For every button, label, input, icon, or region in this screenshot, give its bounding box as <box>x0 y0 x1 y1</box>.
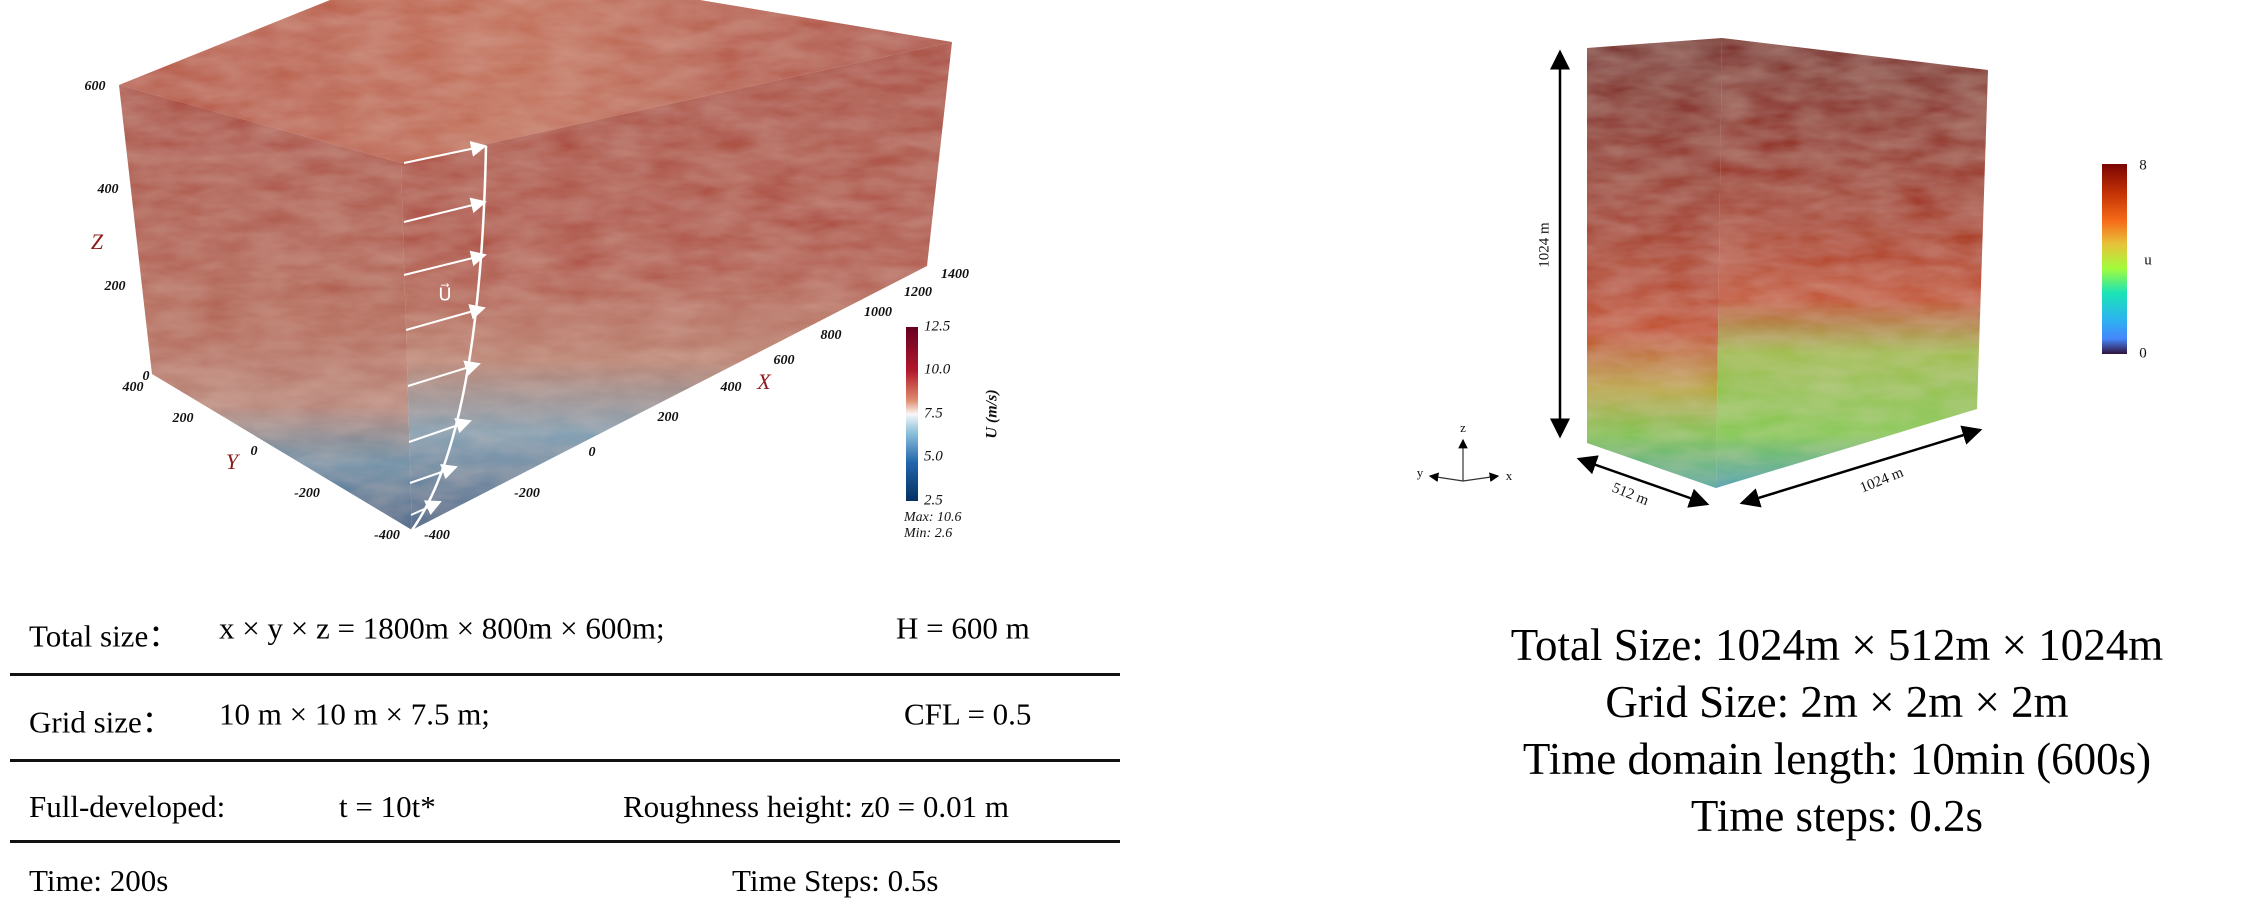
velocity-vector-label: U⃗ <box>438 284 452 305</box>
x-tick: 200 <box>657 410 679 425</box>
profile-arrow <box>408 417 472 443</box>
colorbar-title: U (m/s) <box>983 389 1001 439</box>
colorbar-min: Min: 2.6 <box>904 526 953 541</box>
colorbar-tick: 5.0 <box>924 448 943 465</box>
length-arrow <box>1739 425 1983 508</box>
profile-arrow <box>405 304 486 331</box>
velocity-profile <box>403 141 488 531</box>
les-domain-box <box>119 0 952 530</box>
box-top-face <box>119 0 952 163</box>
triad-y-label: y <box>1416 465 1424 480</box>
table-row: Full-developed: t = 10t* Roughness heigh… <box>29 789 1119 825</box>
height-label: 1024 m <box>1536 222 1553 268</box>
time-steps-line: Time steps: 0.2s <box>1690 791 1984 841</box>
left-colorbar <box>906 327 918 501</box>
x-tick: -400 <box>424 528 450 543</box>
time-domain-line: Time domain length: 10min (600s) <box>1522 734 2152 784</box>
profile-arrow <box>403 250 487 276</box>
x-tick: 0 <box>588 445 596 460</box>
profile-arrow <box>407 360 481 387</box>
x-tick: -200 <box>514 486 540 501</box>
row-right-value: Time Steps: 0.5s <box>732 863 939 898</box>
table-row: Grid size： 10 m × 10 m × 7.5 m; CFL = 0.… <box>29 697 1119 742</box>
colorbar-tick: 7.5 <box>924 405 943 422</box>
row-right-value: CFL = 0.5 <box>904 696 1032 732</box>
x-tick: 400 <box>720 380 742 395</box>
row-label: Time: 200s <box>29 863 169 898</box>
total-size-line: Total Size: 1024m × 512m × 1024m <box>1510 620 2164 670</box>
x-tick: 1200 <box>904 285 932 300</box>
right-colorbar <box>2102 164 2127 354</box>
x-axis-label: X <box>757 369 771 394</box>
divider <box>10 840 1120 843</box>
row-value: x × y × z = 1800m × 800m × 600m; <box>219 610 665 646</box>
z-tick: 200 <box>104 279 126 294</box>
y-tick: 200 <box>172 411 194 426</box>
z-tick: 400 <box>97 182 119 197</box>
profile-arrow <box>403 197 487 223</box>
grid-size-line: Grid Size: 2m × 2m × 2m <box>1605 677 2069 727</box>
x-tick: 1400 <box>941 267 969 282</box>
divider <box>10 673 1120 676</box>
profile-arrow <box>410 500 442 516</box>
x-tick: 600 <box>773 353 795 368</box>
row-right-value: H = 600 m <box>896 610 1030 646</box>
row-label: Grid size： <box>29 704 173 740</box>
y-axis-label: Y <box>225 449 239 474</box>
z-tick: 600 <box>84 79 106 94</box>
colorbar-max-label: 8 <box>2139 157 2147 174</box>
profile-arrow <box>409 464 458 484</box>
y-tick: -400 <box>374 528 400 543</box>
table-row: Time: 200s Time Steps: 0.5s <box>29 863 1119 899</box>
divider <box>10 759 1120 762</box>
triad-x-label: x <box>1505 468 1513 483</box>
x-tick: 1000 <box>864 305 892 320</box>
profile-arrow <box>403 141 487 164</box>
box-right-face <box>401 42 952 530</box>
row-label: Total size： <box>29 618 180 654</box>
right-parameters: Total Size: 1024m × 512m × 1024m Grid Si… <box>1437 617 2237 845</box>
box-side-face <box>1716 38 1988 488</box>
row-right-value: Roughness height: z0 = 0.01 m <box>623 789 1010 824</box>
wind-field-box <box>1587 38 1988 488</box>
colorbar-tick: 12.5 <box>924 318 951 335</box>
colorbar-max: Max: 10.6 <box>904 510 962 525</box>
triad-z-label: z <box>1460 420 1466 435</box>
colorbar-title: u <box>2144 252 2152 269</box>
x-tick: 800 <box>820 328 842 343</box>
row-label: Full-developed: <box>29 789 226 824</box>
table-row: Total size： x × y × z = 1800m × 800m × 6… <box>29 611 1119 656</box>
row-value: t = 10t* <box>339 789 436 824</box>
box-front-face <box>1587 38 1722 488</box>
colorbar-tick: 10.0 <box>924 361 951 378</box>
colorbar-min-label: 0 <box>2139 345 2147 362</box>
axis-triad <box>1428 438 1500 483</box>
y-tick: 400 <box>122 380 144 395</box>
y-tick: 0 <box>250 444 258 459</box>
y-tick: -200 <box>294 486 320 501</box>
width-arrow <box>1576 455 1710 508</box>
z-tick: 0 <box>142 369 150 384</box>
dimension-arrows <box>1550 49 1983 508</box>
box-left-face <box>119 85 412 530</box>
colorbar-tick: 2.5 <box>924 492 943 509</box>
z-axis-label: Z <box>90 229 104 254</box>
row-value: 10 m × 10 m × 7.5 m; <box>219 696 490 732</box>
